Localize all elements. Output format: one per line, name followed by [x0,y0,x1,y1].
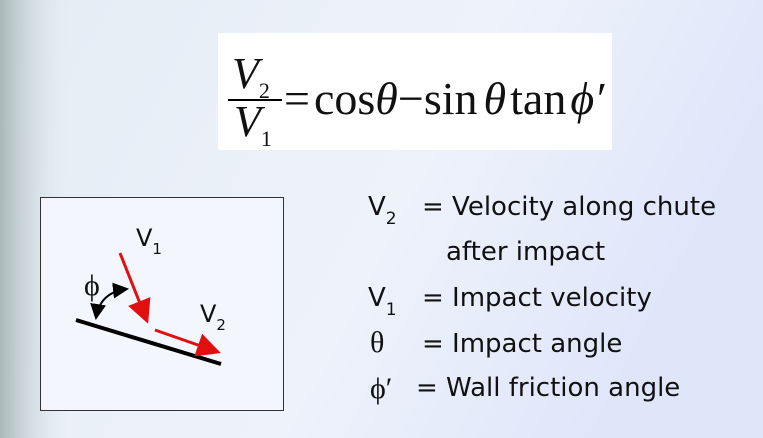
def-symbol: θ [370,326,384,359]
label-base: V [136,224,153,252]
rhs: =cosθ−sin θtanϕ′ [284,73,605,124]
def-continuation: after impact [446,237,605,267]
v1-label: V1 [136,224,162,258]
def-symbol: V2 [368,192,397,229]
equation-box [218,33,612,150]
label-sub: 2 [216,316,226,334]
def-text: = Impact angle [422,329,622,359]
cos: cos [314,73,375,124]
tan: tan [510,73,566,124]
numerator-base: V [232,49,264,98]
symbol-sub: 2 [386,209,397,229]
denominator: V1 [234,97,272,151]
angle-arc [90,282,129,320]
diagram-box [40,197,284,411]
sin: sin [424,73,478,124]
outgoing-arrow [154,328,221,357]
label-base: V [200,300,217,328]
def-symbol: ϕ′ [370,372,392,405]
phi-prime: ϕ′ [570,73,605,124]
def-text: = Velocity along chute [422,192,716,222]
incoming-arrow [118,252,151,324]
symbol: V [368,283,386,313]
symbol: V [368,192,386,222]
wall [75,318,222,366]
diagram-labels: V1 V2 ϕ [84,224,226,334]
phi-label: ϕ [84,269,100,302]
numerator-sub: 2 [259,78,270,103]
numerator: V2 [232,49,270,103]
minus: − [398,73,424,124]
theta: θ [375,73,398,124]
def-symbol: V1 [368,283,397,320]
v2-label: V2 [200,300,226,334]
denominator-base: V [234,97,266,146]
equation: V2 V1 =cosθ−sin θtanϕ′ [228,49,605,151]
theta: θ [484,73,507,124]
symbol-sub: 1 [386,300,397,320]
label-sub: 1 [152,240,162,258]
def-text: = Wall friction angle [416,373,680,403]
def-text: = Impact velocity [422,283,652,313]
definitions: V2 = Velocity along chute after impact V… [368,192,716,405]
denominator-sub: 1 [261,126,272,151]
equals: = [284,73,310,124]
